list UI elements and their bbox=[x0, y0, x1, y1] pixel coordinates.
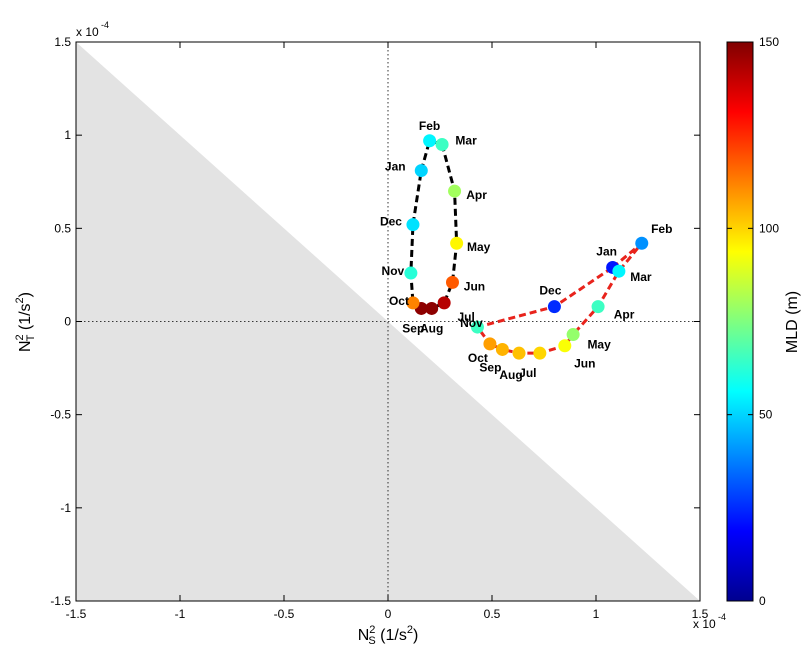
colorbar-label: MLD (m) bbox=[784, 291, 801, 353]
month-label: Apr bbox=[466, 188, 487, 202]
y-tick-label: -0.5 bbox=[50, 408, 71, 422]
data-point bbox=[558, 339, 572, 353]
y-tick-label: -1 bbox=[60, 501, 71, 515]
month-label: Jan bbox=[596, 244, 617, 258]
month-label: Jan bbox=[385, 160, 406, 174]
x-exponent: x 10 bbox=[693, 617, 716, 631]
data-point bbox=[445, 275, 459, 289]
data-point bbox=[612, 264, 626, 278]
x-exponent-power: -4 bbox=[718, 612, 726, 622]
colorbar-tick-label: 100 bbox=[759, 221, 779, 235]
month-label: Oct bbox=[468, 351, 488, 365]
month-label: Mar bbox=[630, 270, 652, 284]
month-label: Oct bbox=[389, 294, 409, 308]
x-axis-label: N2 S (1/s2) bbox=[358, 624, 419, 647]
x-tick-label: 1.5 bbox=[692, 607, 709, 621]
x-tick-label: -1.5 bbox=[66, 607, 87, 621]
data-point bbox=[437, 296, 451, 310]
colorbar-gradient bbox=[726, 41, 754, 602]
colorbar-tick-label: 0 bbox=[759, 594, 766, 608]
data-point bbox=[406, 296, 420, 310]
colorbar: 0 50 100 150 MLD (m) bbox=[726, 35, 801, 608]
data-point bbox=[591, 300, 605, 314]
y-exponent: x 10 bbox=[76, 25, 99, 39]
month-label: May bbox=[587, 338, 611, 352]
data-point bbox=[450, 236, 464, 250]
data-point bbox=[406, 218, 420, 232]
plot-area: JanFebMarAprMayJunJulAugSepOctNovDecJanF… bbox=[50, 35, 708, 621]
data-point bbox=[566, 328, 580, 342]
y-tick-label: 0.5 bbox=[54, 221, 71, 235]
data-point bbox=[435, 137, 449, 151]
month-label: Apr bbox=[614, 308, 635, 322]
data-point bbox=[404, 266, 418, 280]
month-label: May bbox=[467, 240, 491, 254]
month-label: Sep bbox=[402, 321, 424, 335]
month-label: Jun bbox=[574, 357, 595, 371]
month-label: Jul bbox=[457, 310, 474, 324]
x-tick-label: 0 bbox=[385, 607, 392, 621]
colorbar-tick-label: 50 bbox=[759, 408, 773, 422]
y-tick-label: -1.5 bbox=[50, 594, 71, 608]
data-point bbox=[483, 337, 497, 351]
month-label: Aug bbox=[499, 368, 522, 382]
data-point bbox=[533, 346, 547, 360]
month-label: Feb bbox=[419, 119, 440, 133]
data-point bbox=[470, 320, 484, 334]
data-point bbox=[635, 236, 649, 250]
data-point bbox=[495, 342, 509, 356]
colorbar-ticks: 0 50 100 150 bbox=[727, 35, 779, 608]
y-tick-label: 0 bbox=[64, 315, 71, 329]
ticks-layer: -1.5 -1 -0.5 0 0.5 1 1.5 -1.5 -1 -0.5 0 0.5 1 1.5 bbox=[50, 35, 708, 621]
data-point bbox=[448, 184, 462, 198]
month-label: Dec bbox=[539, 284, 561, 298]
y-tick-label: 1 bbox=[64, 128, 71, 142]
month-label: Feb bbox=[651, 222, 672, 236]
month-label: Sep bbox=[479, 360, 501, 374]
series-layer: JanFebMarAprMayJunJulAugSepOctNovDecJanF… bbox=[380, 119, 672, 382]
month-label: Nov bbox=[382, 264, 405, 278]
month-label: Dec bbox=[380, 215, 402, 229]
y-tick-label: 1.5 bbox=[54, 35, 71, 49]
data-point bbox=[547, 300, 561, 314]
data-point bbox=[512, 346, 526, 360]
month-label: Jul bbox=[519, 366, 536, 380]
data-point bbox=[414, 164, 428, 178]
data-point bbox=[425, 301, 439, 315]
y-axis-label: N2T (1/s2) bbox=[14, 292, 37, 352]
x-tick-label: 0.5 bbox=[484, 607, 501, 621]
x-tick-label: -1 bbox=[175, 607, 186, 621]
month-label: Mar bbox=[455, 133, 477, 147]
x-tick-label: -0.5 bbox=[274, 607, 295, 621]
month-label: Jun bbox=[464, 279, 485, 293]
data-point bbox=[423, 134, 437, 148]
month-label: Aug bbox=[420, 321, 443, 335]
y-exponent-power: -4 bbox=[101, 20, 109, 30]
month-label: Nov bbox=[460, 316, 483, 330]
colorbar-tick-label: 150 bbox=[759, 35, 779, 49]
x-tick-label: 1 bbox=[593, 607, 600, 621]
